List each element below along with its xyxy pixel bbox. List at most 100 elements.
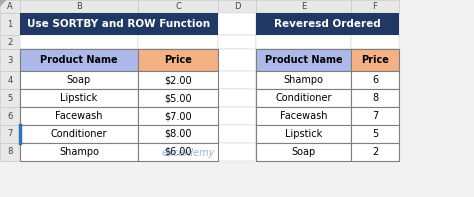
Text: 2: 2	[8, 37, 13, 46]
Text: Shampo: Shampo	[59, 147, 99, 157]
Bar	[20, 49, 138, 71]
Bar	[256, 49, 351, 71]
Text: Facewash: Facewash	[55, 111, 103, 121]
Text: Lipstick: Lipstick	[285, 129, 322, 139]
Bar	[138, 71, 218, 89]
Text: Product Name: Product Name	[40, 55, 118, 65]
Text: E: E	[301, 2, 306, 11]
Bar	[351, 35, 399, 49]
Bar	[351, 89, 399, 107]
Text: 6: 6	[372, 75, 378, 85]
Bar	[0, 71, 20, 89]
Bar	[138, 107, 218, 125]
Bar	[138, 89, 218, 107]
Bar	[218, 107, 256, 125]
Bar	[0, 107, 20, 125]
Bar	[0, 35, 20, 49]
Bar	[351, 125, 399, 143]
Text: $2.00: $2.00	[164, 75, 192, 85]
Text: Price: Price	[164, 55, 192, 65]
Bar	[351, 71, 399, 89]
Text: 8: 8	[372, 93, 378, 103]
Text: Conditioner: Conditioner	[51, 129, 107, 139]
Text: exceldemy: exceldemy	[162, 148, 215, 158]
Bar	[218, 49, 256, 71]
Text: 1: 1	[8, 20, 13, 29]
Bar	[138, 143, 218, 161]
Text: Shampo: Shampo	[283, 75, 323, 85]
Bar	[138, 35, 218, 49]
Bar	[0, 0, 20, 13]
Bar	[256, 107, 351, 125]
Text: Soap: Soap	[292, 147, 316, 157]
Bar	[20, 0, 138, 13]
Bar	[20, 49, 138, 71]
Bar	[138, 125, 218, 143]
Bar	[20, 13, 218, 35]
Bar	[256, 49, 351, 71]
Polygon shape	[0, 0, 7, 7]
Bar	[0, 0, 399, 161]
Bar	[256, 89, 351, 107]
Text: C: C	[175, 2, 181, 11]
Bar	[351, 13, 399, 35]
Bar	[20, 143, 138, 161]
Text: 5: 5	[372, 129, 378, 139]
Text: B: B	[76, 2, 82, 11]
Text: Product Name: Product Name	[264, 55, 342, 65]
Bar	[351, 89, 399, 107]
Text: $5.00: $5.00	[164, 93, 192, 103]
Bar	[0, 89, 20, 107]
Bar	[218, 143, 256, 161]
Bar	[138, 107, 218, 125]
Bar	[20, 107, 138, 125]
Text: Facewash: Facewash	[280, 111, 327, 121]
Text: Soap: Soap	[67, 75, 91, 85]
Bar	[256, 35, 351, 49]
Bar	[351, 71, 399, 89]
Bar	[0, 125, 20, 143]
Bar	[256, 125, 351, 143]
Bar	[138, 49, 218, 71]
Text: 5: 5	[8, 94, 13, 102]
Text: F: F	[373, 2, 377, 11]
Bar	[20, 143, 138, 161]
Bar	[138, 125, 218, 143]
Bar	[256, 13, 351, 35]
Bar	[20, 35, 138, 49]
Bar	[218, 125, 256, 143]
Text: D: D	[234, 2, 240, 11]
Bar	[256, 143, 351, 161]
Bar	[256, 125, 351, 143]
Bar	[218, 13, 256, 35]
Bar	[138, 89, 218, 107]
Bar	[256, 143, 351, 161]
Bar	[20, 125, 138, 143]
Bar	[138, 143, 218, 161]
Bar	[256, 13, 399, 35]
Bar	[256, 71, 351, 89]
Bar	[351, 49, 399, 71]
Bar	[256, 89, 351, 107]
Bar	[351, 143, 399, 161]
Text: A: A	[7, 2, 13, 11]
Text: 2: 2	[372, 147, 378, 157]
Bar	[351, 125, 399, 143]
Bar	[351, 0, 399, 13]
Bar	[20, 71, 138, 89]
Bar	[256, 71, 351, 89]
Bar	[0, 13, 20, 35]
Text: 4: 4	[8, 75, 13, 85]
Bar	[351, 107, 399, 125]
Bar	[138, 0, 218, 13]
Bar	[20, 89, 138, 107]
Bar	[351, 107, 399, 125]
Bar	[351, 143, 399, 161]
Bar	[0, 143, 20, 161]
Text: $8.00: $8.00	[164, 129, 192, 139]
Text: 3: 3	[7, 56, 13, 64]
Text: $7.00: $7.00	[164, 111, 192, 121]
Text: 7: 7	[7, 129, 13, 138]
Bar	[20, 125, 138, 143]
Bar	[20, 89, 138, 107]
